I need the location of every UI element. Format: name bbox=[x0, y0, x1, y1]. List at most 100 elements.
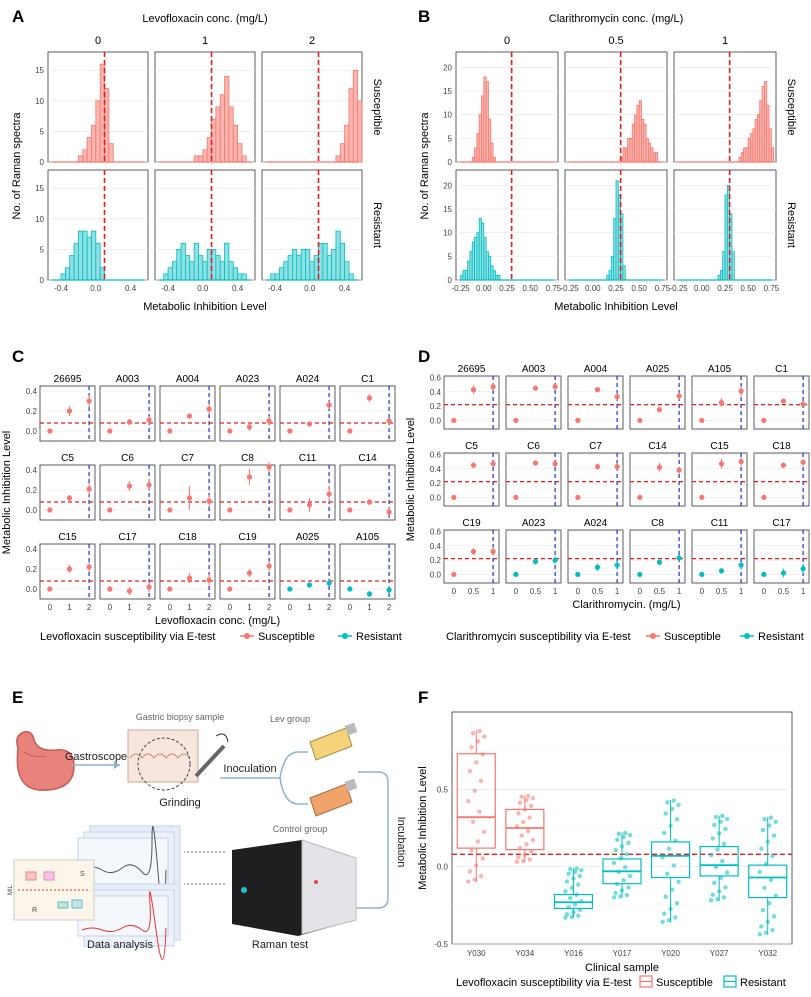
legend-item: Susceptible bbox=[656, 977, 713, 989]
data-point bbox=[738, 562, 744, 568]
histogram-bar bbox=[655, 152, 659, 163]
jitter-point bbox=[762, 816, 767, 822]
histogram-bar bbox=[232, 267, 239, 281]
histogram-bar bbox=[339, 242, 346, 281]
strain-label: C11 bbox=[711, 518, 729, 529]
x-tick-label: 0.50 bbox=[631, 284, 647, 293]
jitter-point bbox=[569, 914, 575, 920]
legend-key-point bbox=[342, 633, 348, 639]
y-tick-label: 5 bbox=[40, 245, 45, 254]
jitter-point bbox=[524, 841, 529, 847]
jitter-point bbox=[724, 816, 730, 822]
histogram-bar bbox=[335, 230, 341, 281]
jitter-point bbox=[475, 839, 481, 844]
y-tick-label: 0.0 bbox=[430, 493, 442, 502]
y-tick-label: 0.0 bbox=[430, 416, 442, 425]
jitter-point bbox=[773, 819, 778, 825]
jitter-point bbox=[715, 847, 720, 852]
jitter-point bbox=[517, 845, 523, 851]
jitter-point bbox=[478, 873, 484, 879]
jitter-point bbox=[514, 824, 520, 829]
jitter-point bbox=[676, 802, 681, 808]
histogram-bar bbox=[91, 124, 97, 163]
y-tick-label: 0.2 bbox=[26, 407, 38, 416]
y-tick-label: 0.2 bbox=[26, 565, 38, 574]
x-tick-label: 1 bbox=[801, 587, 806, 596]
jitter-point bbox=[579, 867, 584, 873]
jitter-point bbox=[568, 866, 573, 872]
data-point bbox=[552, 557, 558, 563]
strain-label: C8 bbox=[651, 518, 664, 529]
data-point bbox=[386, 587, 392, 593]
x-tick-label: 2 bbox=[387, 603, 392, 612]
strain-label: C6 bbox=[527, 441, 540, 452]
data-point bbox=[227, 586, 233, 592]
jitter-point bbox=[671, 798, 676, 803]
histogram-bar bbox=[352, 69, 359, 163]
jitter-point bbox=[527, 815, 532, 820]
jitter-point bbox=[618, 856, 623, 861]
data-point bbox=[306, 582, 313, 588]
x-tick-label: 1 bbox=[677, 587, 682, 596]
strain-label: C18 bbox=[178, 532, 197, 543]
x-tick-label: 0 bbox=[348, 603, 353, 612]
strain-label: C19 bbox=[462, 518, 481, 529]
data-point bbox=[126, 419, 133, 425]
data-point bbox=[451, 417, 457, 424]
histogram-bar bbox=[348, 88, 354, 163]
jitter-point bbox=[519, 833, 524, 838]
x-tick-label: 0.00 bbox=[476, 284, 492, 293]
jitter-point bbox=[721, 841, 727, 847]
histogram-bar bbox=[731, 251, 735, 281]
histogram-bar bbox=[86, 137, 92, 163]
histogram-bar bbox=[241, 273, 247, 281]
y-tick-label: 5 bbox=[40, 127, 45, 136]
data-point bbox=[614, 464, 620, 470]
jitter-point bbox=[768, 815, 774, 820]
histogram-bar bbox=[326, 255, 332, 281]
jitter-point bbox=[472, 788, 477, 794]
jitter-point bbox=[477, 809, 482, 814]
raman-test-label: Raman test bbox=[252, 939, 308, 951]
data-point bbox=[656, 464, 663, 470]
x-tick-label: Y017 bbox=[613, 949, 632, 958]
data-point bbox=[167, 586, 173, 592]
x-tick-label: 0.25 bbox=[499, 284, 515, 293]
histogram-bar bbox=[78, 230, 84, 281]
jitter-point bbox=[470, 730, 476, 736]
histogram-bar bbox=[198, 155, 204, 163]
data-point bbox=[552, 384, 558, 390]
histogram-bar bbox=[69, 255, 75, 281]
jitter-point bbox=[621, 835, 626, 840]
y-tick-label: 0 bbox=[448, 276, 453, 285]
jitter-point bbox=[477, 728, 482, 734]
x-tick-label: 1 bbox=[739, 587, 744, 596]
panel-label-a: A bbox=[12, 7, 24, 26]
x-tick-label: 0.5 bbox=[778, 587, 790, 596]
facet-conc-label: 1 bbox=[202, 35, 208, 47]
histogram-bar bbox=[193, 155, 199, 163]
data-point bbox=[287, 586, 293, 592]
jitter-point bbox=[517, 800, 523, 806]
data-point bbox=[206, 406, 212, 412]
histogram-bar bbox=[78, 155, 84, 163]
strain-label: C19 bbox=[238, 532, 257, 543]
histogram-bar bbox=[492, 156, 496, 163]
x-tick-label: 0 bbox=[168, 603, 173, 612]
jitter-point bbox=[522, 852, 528, 857]
histogram-bar bbox=[95, 242, 101, 281]
jitter-point bbox=[669, 806, 675, 812]
x-tick-label: 2 bbox=[87, 603, 92, 612]
x-tick-label: 0.25 bbox=[608, 284, 624, 293]
data-point bbox=[656, 407, 663, 413]
facet-row-label: Resistant bbox=[371, 202, 383, 248]
y-tick-label: 0.0 bbox=[26, 427, 38, 436]
data-point bbox=[86, 486, 92, 492]
jitter-point bbox=[574, 866, 579, 871]
jitter-point bbox=[478, 778, 484, 783]
jitter-point bbox=[480, 856, 485, 861]
y-tick-label: 0.6 bbox=[430, 450, 442, 459]
jitter-point bbox=[718, 819, 723, 824]
jitter-point bbox=[626, 840, 631, 846]
y-tick-label: 0.4 bbox=[26, 545, 38, 554]
